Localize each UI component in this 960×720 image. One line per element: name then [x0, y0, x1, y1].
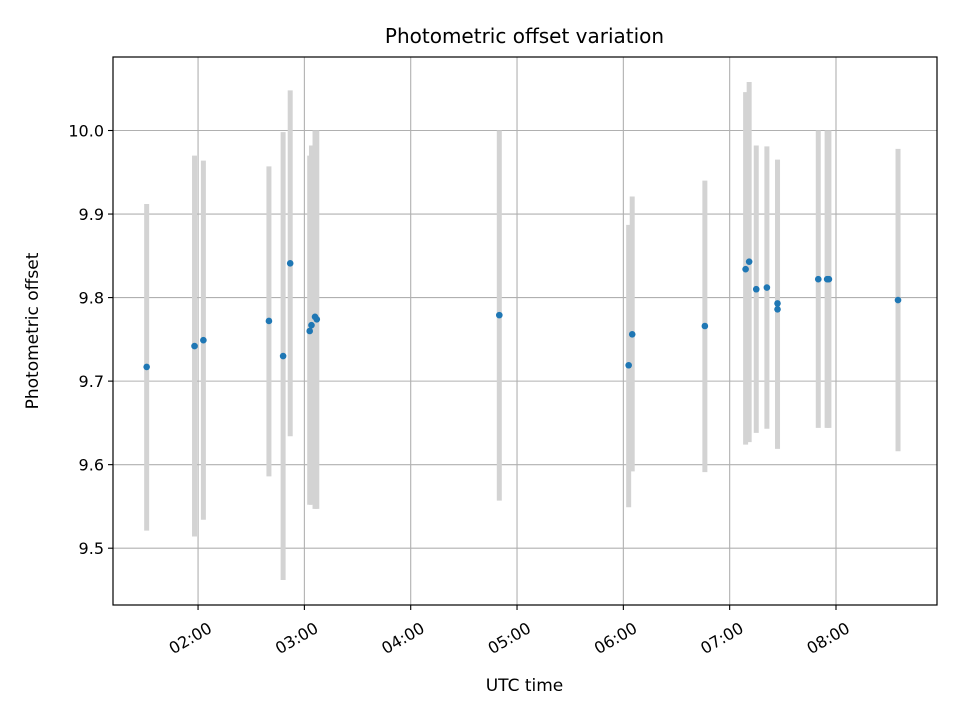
data-point — [742, 265, 749, 273]
data-point — [745, 258, 753, 265]
y-axis-label: Photometric offset — [23, 252, 43, 409]
y-tick-label: 9.7 — [79, 372, 104, 391]
data-point — [701, 322, 709, 330]
data-point — [306, 327, 313, 335]
data-point — [774, 305, 781, 313]
data-point — [279, 352, 287, 360]
data-point — [200, 336, 207, 344]
data-point — [496, 311, 503, 319]
data-point — [286, 260, 294, 267]
chart-title: Photometric offset variation — [385, 24, 664, 48]
data-point — [313, 316, 321, 323]
data-point — [763, 284, 771, 291]
data-point — [143, 363, 150, 371]
data-point — [752, 285, 760, 293]
data-point — [825, 275, 833, 283]
y-tick-label: 9.6 — [79, 456, 104, 475]
data-point — [894, 296, 902, 304]
data-point — [265, 317, 273, 325]
y-axis: 9.5 9.6 9.7 9.8 9.9 10.0 — [68, 122, 113, 558]
x-axis-label: UTC time — [486, 676, 564, 696]
grid — [113, 57, 937, 605]
data-point — [625, 361, 632, 369]
data-point — [308, 321, 315, 329]
data-point — [191, 342, 198, 350]
plot-frame — [112, 56, 938, 606]
y-tick-label: 10.0 — [68, 122, 104, 141]
y-tick-label: 9.8 — [79, 289, 104, 308]
data-point — [814, 275, 822, 283]
data-point — [774, 300, 781, 307]
y-tick-label: 9.5 — [79, 539, 104, 558]
y-tick-label: 9.9 — [79, 205, 104, 224]
data-point — [628, 331, 636, 338]
data-points — [143, 258, 902, 371]
